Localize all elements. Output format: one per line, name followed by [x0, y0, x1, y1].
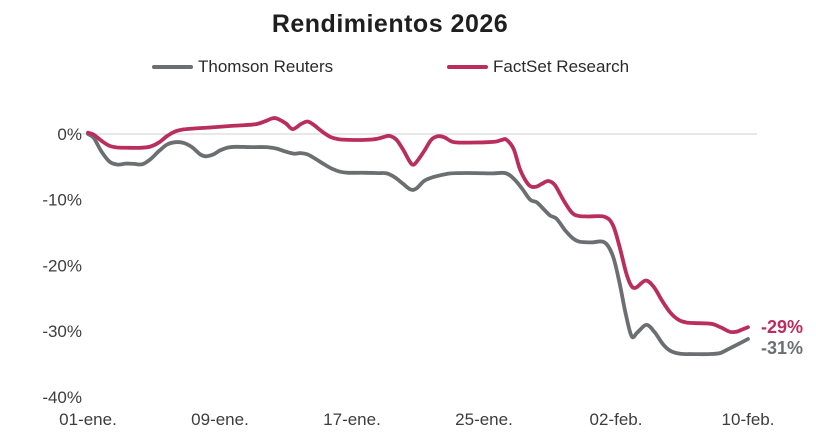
page-title: Rendimientos 2026: [271, 10, 509, 38]
y-tick-label: -40%: [42, 388, 82, 407]
legend-label: Thomson Reuters: [198, 57, 334, 76]
x-tick-label: 01-ene.: [59, 410, 117, 429]
legend-label: FactSet Research: [493, 57, 630, 76]
factset-research-line: [86, 116, 750, 335]
y-tick-label: 0%: [57, 125, 82, 144]
x-tick-label: 09-ene.: [191, 410, 249, 429]
thomson-end-value-label: -31%: [761, 338, 804, 358]
legend-item-factset-research: FactSet Research: [447, 57, 629, 77]
x-tick-label: 02-feb.: [590, 410, 643, 429]
factset-end-value-label: -29%: [761, 317, 804, 337]
x-tick-label: 17-ene.: [323, 410, 381, 429]
y-tick-label: -30%: [42, 322, 82, 341]
legend-item-thomson-reuters: Thomson Reuters: [152, 57, 333, 77]
thomson-reuters-line: [86, 132, 750, 357]
thomson-line-swatch-icon: [152, 65, 193, 69]
x-tick-label: 25-ene.: [455, 410, 513, 429]
x-tick-label: 10-feb.: [722, 410, 775, 429]
y-tick-label: -10%: [42, 191, 82, 210]
y-tick-label: -20%: [42, 256, 82, 275]
factset-line-swatch-icon: [447, 65, 488, 69]
